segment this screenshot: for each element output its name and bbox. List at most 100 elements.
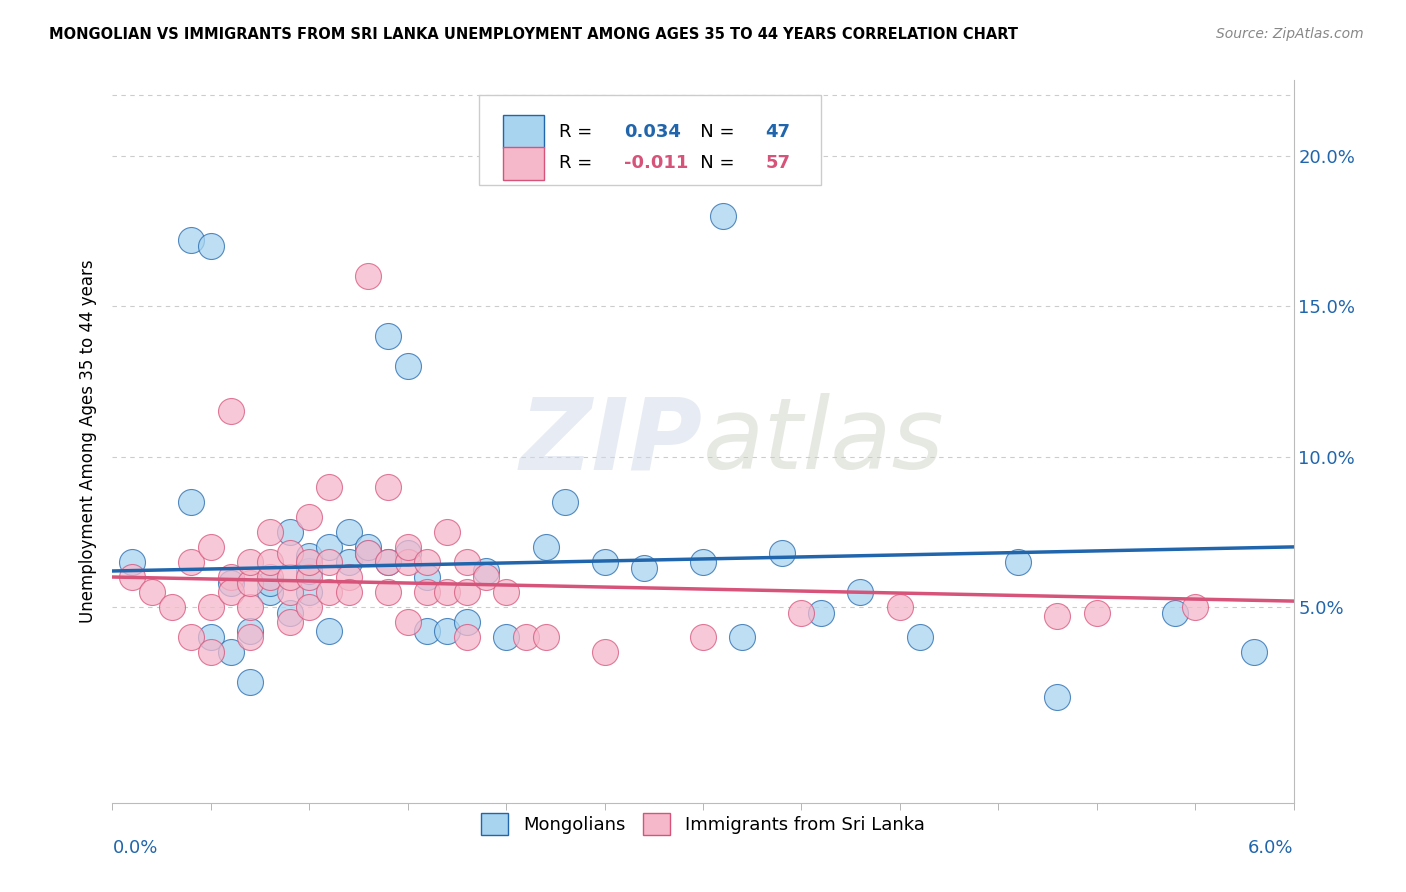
Point [121, 555, 143, 569]
Point [357, 268, 380, 283]
Point [278, 585, 301, 599]
Point [141, 585, 163, 599]
Point [259, 524, 281, 539]
Point [633, 561, 655, 575]
Point [475, 564, 498, 578]
Point [377, 480, 399, 494]
Legend: Mongolians, Immigrants from Sri Lanka: Mongolians, Immigrants from Sri Lanka [472, 805, 934, 845]
Text: Source: ZipAtlas.com: Source: ZipAtlas.com [1216, 27, 1364, 41]
Point [377, 555, 399, 569]
Point [357, 546, 380, 560]
Point [396, 555, 419, 569]
Text: N =: N = [683, 154, 740, 172]
Point [396, 540, 419, 554]
Point [337, 555, 360, 569]
Text: 57: 57 [766, 154, 790, 172]
Point [1046, 609, 1069, 624]
Point [298, 555, 321, 569]
FancyBboxPatch shape [503, 146, 544, 180]
Point [396, 546, 419, 560]
Point [318, 480, 340, 494]
Point [318, 624, 340, 639]
Point [259, 585, 281, 599]
Point [1085, 606, 1108, 620]
Text: 6.0%: 6.0% [1249, 838, 1294, 857]
Point [200, 645, 222, 659]
Point [456, 555, 478, 569]
Point [692, 555, 714, 569]
Point [259, 570, 281, 584]
Point [475, 570, 498, 584]
Point [593, 645, 616, 659]
Point [239, 576, 262, 591]
Point [1007, 555, 1029, 569]
Point [278, 546, 301, 560]
Point [318, 540, 340, 554]
Text: R =: R = [560, 154, 598, 172]
Point [416, 624, 439, 639]
Point [278, 570, 301, 584]
Point [436, 624, 458, 639]
Point [849, 585, 872, 599]
Point [377, 329, 399, 343]
Point [396, 615, 419, 630]
Point [180, 494, 202, 508]
Point [298, 600, 321, 615]
Point [1184, 600, 1206, 615]
Point [396, 359, 419, 374]
Point [121, 570, 143, 584]
Point [337, 570, 360, 584]
Text: -0.011: -0.011 [624, 154, 689, 172]
Text: atlas: atlas [703, 393, 945, 490]
Point [219, 570, 242, 584]
Point [298, 549, 321, 563]
Point [495, 585, 517, 599]
FancyBboxPatch shape [478, 95, 821, 185]
Point [298, 509, 321, 524]
Point [219, 645, 242, 659]
Point [259, 576, 281, 591]
Point [239, 630, 262, 644]
Point [160, 600, 183, 615]
Point [416, 570, 439, 584]
Point [337, 524, 360, 539]
Text: N =: N = [683, 122, 740, 141]
Point [180, 233, 202, 247]
Text: MONGOLIAN VS IMMIGRANTS FROM SRI LANKA UNEMPLOYMENT AMONG AGES 35 TO 44 YEARS CO: MONGOLIAN VS IMMIGRANTS FROM SRI LANKA U… [49, 27, 1018, 42]
FancyBboxPatch shape [503, 115, 544, 148]
Point [239, 555, 262, 569]
Point [278, 615, 301, 630]
Point [692, 630, 714, 644]
Point [534, 630, 557, 644]
Point [1243, 645, 1265, 659]
Point [200, 239, 222, 253]
Point [180, 555, 202, 569]
Point [416, 585, 439, 599]
Point [219, 585, 242, 599]
Point [278, 606, 301, 620]
Text: 0.034: 0.034 [624, 122, 681, 141]
Point [908, 630, 931, 644]
Point [436, 585, 458, 599]
Point [200, 600, 222, 615]
Point [593, 555, 616, 569]
Text: 0.0%: 0.0% [112, 838, 157, 857]
Point [889, 600, 911, 615]
Point [495, 630, 517, 644]
Point [711, 209, 734, 223]
Point [377, 585, 399, 599]
Point [416, 555, 439, 569]
Point [770, 546, 793, 560]
Y-axis label: Unemployment Among Ages 35 to 44 years: Unemployment Among Ages 35 to 44 years [79, 260, 97, 624]
Point [1164, 606, 1187, 620]
Point [357, 540, 380, 554]
Point [731, 630, 754, 644]
Point [219, 576, 242, 591]
Point [810, 606, 832, 620]
Text: 47: 47 [766, 122, 790, 141]
Point [298, 585, 321, 599]
Point [534, 540, 557, 554]
Text: R =: R = [560, 122, 598, 141]
Point [298, 564, 321, 578]
Point [239, 624, 262, 639]
